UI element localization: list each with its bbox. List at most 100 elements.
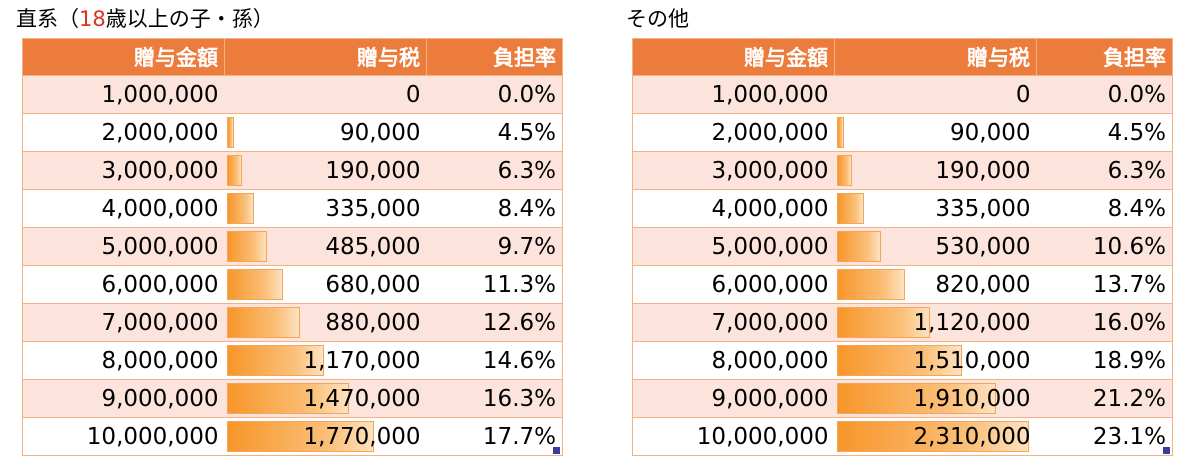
gift-tax-cell[interactable]: 530,000 xyxy=(834,227,1037,266)
data-bar xyxy=(226,269,284,300)
burden-rate-cell[interactable]: 21.2% xyxy=(1036,379,1173,418)
gift-tax-cell[interactable]: 335,000 xyxy=(224,189,427,228)
burden-rate-cell[interactable]: 16.0% xyxy=(1036,303,1173,342)
table-caption: その他 xyxy=(626,7,689,31)
gift-tax-value: 680,000 xyxy=(325,271,421,298)
data-bar xyxy=(836,307,930,338)
gift-tax-cell[interactable]: 90,000 xyxy=(224,113,427,152)
table-row: 9,000,000 1,470,000 16.3% xyxy=(22,379,563,418)
gift-tax-cell[interactable]: 2,310,000 xyxy=(834,417,1037,456)
burden-rate-cell[interactable]: 14.6% xyxy=(426,341,563,380)
data-bar xyxy=(836,269,905,300)
burden-rate-cell[interactable]: 0.0% xyxy=(1036,75,1173,114)
data-table: 贈与金額 贈与税 負担率 1,000,000 0 0.0% 2,000,000 90,0… xyxy=(22,38,563,456)
gift-tax-cell[interactable]: 1,510,000 xyxy=(834,341,1037,380)
gift-tax-cell[interactable]: 190,000 xyxy=(224,151,427,190)
table-row: 4,000,000 335,000 8.4% xyxy=(22,189,563,228)
burden-rate-cell[interactable]: 11.3% xyxy=(426,265,563,304)
burden-rate-cell[interactable]: 23.1% xyxy=(1036,417,1173,456)
gift-tax-cell[interactable]: 1,120,000 xyxy=(834,303,1037,342)
gift-amount-cell[interactable]: 2,000,000 xyxy=(22,113,225,152)
gift-amount-cell[interactable]: 6,000,000 xyxy=(632,265,835,304)
burden-rate-cell[interactable]: 4.5% xyxy=(1036,113,1173,152)
gift-amount-cell[interactable]: 8,000,000 xyxy=(22,341,225,380)
table-row: 10,000,000 2,310,000 23.1% xyxy=(632,417,1173,456)
burden-rate-cell[interactable]: 4.5% xyxy=(426,113,563,152)
gift-tax-cell[interactable]: 0 xyxy=(834,75,1037,114)
table-row: 9,000,000 1,910,000 21.2% xyxy=(632,379,1173,418)
data-bar xyxy=(226,383,349,414)
burden-rate-cell[interactable]: 18.9% xyxy=(1036,341,1173,380)
table-row: 7,000,000 1,120,000 16.0% xyxy=(632,303,1173,342)
gift-tax-cell[interactable]: 190,000 xyxy=(834,151,1037,190)
data-table: 贈与金額 贈与税 負担率 1,000,000 0 0.0% 2,000,000 90,0… xyxy=(632,38,1173,456)
gift-tax-cell[interactable]: 1,910,000 xyxy=(834,379,1037,418)
gift-tax-value: 0 xyxy=(405,81,421,108)
selection-fill-handle[interactable] xyxy=(553,447,560,454)
gift-tax-cell[interactable]: 1,170,000 xyxy=(224,341,427,380)
header-gift-amount[interactable]: 贈与金額 xyxy=(22,38,225,76)
gift-tax-value: 335,000 xyxy=(935,195,1031,222)
table-row: 6,000,000 680,000 11.3% xyxy=(22,265,563,304)
gift-tax-cell[interactable]: 1,770,000 xyxy=(224,417,427,456)
header-gift-tax[interactable]: 贈与税 xyxy=(834,38,1037,76)
burden-rate-cell[interactable]: 13.7% xyxy=(1036,265,1173,304)
gift-tax-cell[interactable]: 880,000 xyxy=(224,303,427,342)
gift-tax-value: 1,910,000 xyxy=(913,385,1031,412)
gift-amount-cell[interactable]: 6,000,000 xyxy=(22,265,225,304)
burden-rate-cell[interactable]: 6.3% xyxy=(1036,151,1173,190)
gift-tax-value: 2,310,000 xyxy=(913,423,1031,450)
data-bar xyxy=(836,383,996,414)
gift-tax-cell[interactable]: 485,000 xyxy=(224,227,427,266)
gift-amount-cell[interactable]: 1,000,000 xyxy=(22,75,225,114)
header-gift-amount[interactable]: 贈与金額 xyxy=(632,38,835,76)
gift-amount-cell[interactable]: 7,000,000 xyxy=(22,303,225,342)
gift-tax-value: 485,000 xyxy=(325,233,421,260)
gift-amount-cell[interactable]: 9,000,000 xyxy=(632,379,835,418)
gift-tax-value: 1,170,000 xyxy=(303,347,421,374)
data-bar xyxy=(226,231,267,262)
data-bar xyxy=(226,307,300,338)
gift-amount-cell[interactable]: 5,000,000 xyxy=(22,227,225,266)
gift-amount-cell[interactable]: 4,000,000 xyxy=(22,189,225,228)
burden-rate-cell[interactable]: 8.4% xyxy=(1036,189,1173,228)
gift-tax-cell[interactable]: 335,000 xyxy=(834,189,1037,228)
gift-amount-cell[interactable]: 10,000,000 xyxy=(22,417,225,456)
gift-tax-cell[interactable]: 820,000 xyxy=(834,265,1037,304)
burden-rate-cell[interactable]: 12.6% xyxy=(426,303,563,342)
gift-tax-value: 1,770,000 xyxy=(303,423,421,450)
burden-rate-cell[interactable]: 0.0% xyxy=(426,75,563,114)
burden-rate-cell[interactable]: 9.7% xyxy=(426,227,563,266)
data-bar xyxy=(836,193,865,224)
gift-amount-cell[interactable]: 4,000,000 xyxy=(632,189,835,228)
header-burden-rate[interactable]: 負担率 xyxy=(426,38,563,76)
burden-rate-cell[interactable]: 10.6% xyxy=(1036,227,1173,266)
header-row: 贈与金額 贈与税 負担率 xyxy=(22,38,563,76)
gift-amount-cell[interactable]: 7,000,000 xyxy=(632,303,835,342)
gift-amount-cell[interactable]: 10,000,000 xyxy=(632,417,835,456)
table-row: 1,000,000 0 0.0% xyxy=(22,75,563,114)
gift-tax-cell[interactable]: 680,000 xyxy=(224,265,427,304)
header-gift-tax[interactable]: 贈与税 xyxy=(224,38,427,76)
table-row: 8,000,000 1,510,000 18.9% xyxy=(632,341,1173,380)
gift-tax-cell[interactable]: 0 xyxy=(224,75,427,114)
gift-amount-cell[interactable]: 3,000,000 xyxy=(22,151,225,190)
gift-amount-cell[interactable]: 5,000,000 xyxy=(632,227,835,266)
header-burden-rate[interactable]: 負担率 xyxy=(1036,38,1173,76)
gift-tax-cell[interactable]: 1,470,000 xyxy=(224,379,427,418)
gift-amount-cell[interactable]: 3,000,000 xyxy=(632,151,835,190)
burden-rate-cell[interactable]: 8.4% xyxy=(426,189,563,228)
table-row: 8,000,000 1,170,000 14.6% xyxy=(22,341,563,380)
table-caption: 直系（18歳以上の子・孫） xyxy=(16,7,274,31)
burden-rate-cell[interactable]: 6.3% xyxy=(426,151,563,190)
gift-amount-cell[interactable]: 8,000,000 xyxy=(632,341,835,380)
burden-rate-cell[interactable]: 16.3% xyxy=(426,379,563,418)
selection-fill-handle[interactable] xyxy=(1163,447,1170,454)
burden-rate-cell[interactable]: 17.7% xyxy=(426,417,563,456)
table-row: 5,000,000 485,000 9.7% xyxy=(22,227,563,266)
table-row: 3,000,000 190,000 6.3% xyxy=(22,151,563,190)
gift-tax-cell[interactable]: 90,000 xyxy=(834,113,1037,152)
gift-amount-cell[interactable]: 1,000,000 xyxy=(632,75,835,114)
gift-amount-cell[interactable]: 2,000,000 xyxy=(632,113,835,152)
gift-amount-cell[interactable]: 9,000,000 xyxy=(22,379,225,418)
